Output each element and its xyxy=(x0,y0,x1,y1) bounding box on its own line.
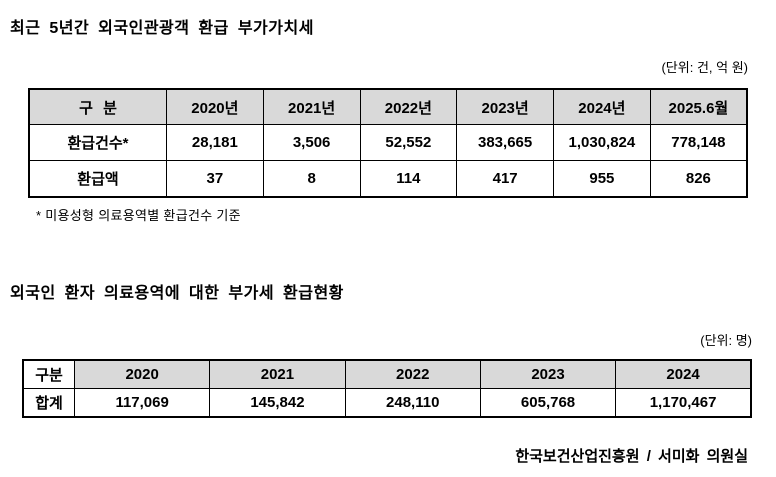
header-cell-2022: 2022 xyxy=(344,359,481,389)
header-cell-2020: 2020 xyxy=(73,359,211,389)
source-attribution: 한국보건산업진흥원 / 서미화 의원실 xyxy=(515,448,748,465)
cell-value: 114 xyxy=(359,160,458,198)
cell-value: 1,030,824 xyxy=(553,124,651,161)
header-cell-category: 구 분 xyxy=(28,88,167,125)
patient-refund-table-header-row: 구분 2020 2021 2022 2023 2024 xyxy=(22,359,752,389)
vat-refund-table: 구 분 2020년 2021년 2022년 2023년 2024년 2025.6… xyxy=(28,88,748,198)
section2-unit-label: (단위: 명) xyxy=(700,333,752,348)
vat-refund-table-header-row: 구 분 2020년 2021년 2022년 2023년 2024년 2025.6… xyxy=(28,88,748,125)
header-cell-2024: 2024년 xyxy=(553,88,651,125)
header-cell-2023: 2023 xyxy=(479,359,617,389)
cell-value: 145,842 xyxy=(209,388,346,418)
patient-refund-table: 구분 2020 2021 2022 2023 2024 합계 117,069 1… xyxy=(22,359,752,418)
row-label: 환급건수* xyxy=(28,124,167,161)
header-cell-2020: 2020년 xyxy=(166,88,264,125)
header-cell-category: 구분 xyxy=(22,359,75,389)
row-label: 환급액 xyxy=(28,160,167,198)
cell-value: 955 xyxy=(553,160,651,198)
cell-value: 826 xyxy=(649,160,748,198)
header-cell-2021: 2021년 xyxy=(262,88,361,125)
cell-value: 52,552 xyxy=(359,124,458,161)
cell-value: 117,069 xyxy=(73,388,211,418)
table-row-refund-amount: 환급액 37 8 114 417 955 826 xyxy=(28,160,748,198)
header-cell-2024: 2024 xyxy=(615,359,752,389)
header-cell-2022: 2022년 xyxy=(359,88,458,125)
row-label: 합계 xyxy=(22,388,75,418)
header-cell-2021: 2021 xyxy=(209,359,346,389)
cell-value: 37 xyxy=(166,160,264,198)
footnote: * 미용성형 의료용역별 환급건수 기준 xyxy=(36,208,241,223)
header-cell-2025-6: 2025.6월 xyxy=(649,88,748,125)
cell-value: 383,665 xyxy=(456,124,554,161)
cell-value: 8 xyxy=(262,160,361,198)
cell-value: 1,170,467 xyxy=(615,388,752,418)
cell-value: 605,768 xyxy=(479,388,617,418)
cell-value: 248,110 xyxy=(344,388,481,418)
cell-value: 3,506 xyxy=(262,124,361,161)
section1-title: 최근 5년간 외국인관광객 환급 부가가치세 xyxy=(10,20,314,37)
section1-unit-label: (단위: 건, 억 원) xyxy=(661,60,748,75)
section2-title: 외국인 환자 의료용역에 대한 부가세 환급현황 xyxy=(10,285,344,302)
cell-value: 417 xyxy=(456,160,554,198)
cell-value: 28,181 xyxy=(166,124,264,161)
table-row-total: 합계 117,069 145,842 248,110 605,768 1,170… xyxy=(22,388,752,418)
cell-value: 778,148 xyxy=(649,124,748,161)
header-cell-2023: 2023년 xyxy=(456,88,554,125)
table-row-refund-count: 환급건수* 28,181 3,506 52,552 383,665 1,030,… xyxy=(28,124,748,161)
